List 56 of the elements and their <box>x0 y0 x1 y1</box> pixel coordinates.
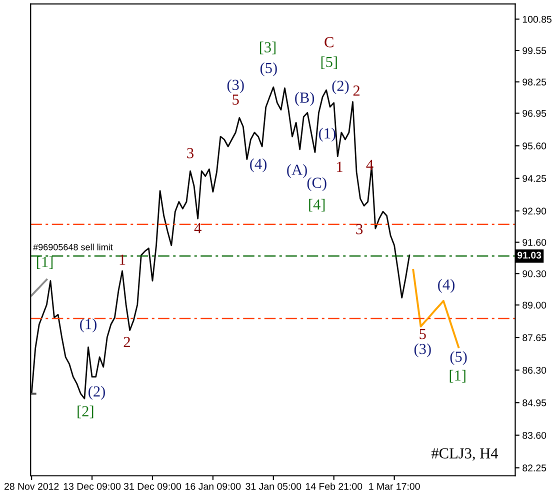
line-series <box>30 278 48 297</box>
x-tick-label: 13 Dec 09:00 <box>64 482 121 490</box>
y-tick-label: 82.25 <box>522 464 546 472</box>
y-tick-label: 87.65 <box>522 334 546 342</box>
annotation: [4] <box>309 198 325 212</box>
annotation: 3 <box>356 224 363 234</box>
y-tick-label: 86.30 <box>522 366 546 374</box>
y-tick-label: 92.90 <box>522 208 546 215</box>
annotation: 5 <box>232 94 239 105</box>
annotation: 3 <box>187 148 194 158</box>
annotation: [1] <box>37 256 53 269</box>
annotation: 4 <box>366 160 374 170</box>
y-tick-label: 84.95 <box>522 399 546 406</box>
annotation: [1] <box>450 370 466 383</box>
y-tick-label: 99.55 <box>522 47 546 54</box>
annotation: [3] <box>260 42 276 54</box>
y-tick-label: 89.00 <box>522 302 546 309</box>
annotation: (2) <box>332 80 349 94</box>
annotation: 5 <box>420 329 426 340</box>
y-tick-label: 83.60 <box>522 432 546 439</box>
y-tick-label: 98.25 <box>522 78 546 86</box>
y-tick-label: 91.60 <box>522 238 546 246</box>
annotation: [5] <box>321 56 337 69</box>
annotation: (4) <box>438 278 455 293</box>
annotation: 1 <box>120 254 126 265</box>
annotation: (B) <box>295 92 314 106</box>
y-tick-label: 100.85 <box>522 16 552 23</box>
y-tick-label: 96.95 <box>522 110 546 117</box>
annotation: (5) <box>260 62 277 76</box>
annotation: C <box>324 37 334 48</box>
annotation: 2 <box>124 336 130 347</box>
annotation: (1) <box>80 318 96 332</box>
annotation: (4) <box>250 158 267 172</box>
x-tick-label: 1 Mar 17:00 <box>369 482 420 490</box>
ref-line-label: 91.03 <box>518 252 542 259</box>
y-tick-label: 95.60 <box>522 142 546 150</box>
x-tick-label: 16 Jan 09:00 <box>186 482 241 490</box>
annotation: #CLJ3, H4 <box>431 448 498 461</box>
x-tick-label: 28 Nov 2012 <box>4 482 59 490</box>
annotation: 4 <box>194 223 202 234</box>
annotation: (2) <box>88 386 105 400</box>
annotation: #96905648 sell limit <box>33 244 113 250</box>
y-tick-label: 94.25 <box>522 175 546 182</box>
annotation: (3) <box>414 343 431 358</box>
annotation: 1 <box>337 162 342 172</box>
annotation: (1) <box>319 128 336 142</box>
annotation: (5) <box>450 351 467 365</box>
x-tick-label: 31 Jan 05:00 <box>246 482 302 490</box>
annotation: [2] <box>78 406 94 418</box>
annotation: (C) <box>307 177 326 192</box>
annotation: (A) <box>287 164 307 178</box>
annotation: 2 <box>353 86 360 96</box>
x-tick-label: 14 Feb 21:00 <box>306 482 362 490</box>
y-tick-label: 90.30 <box>522 270 546 278</box>
annotation: (3) <box>227 79 244 94</box>
x-tick-label: 31 Dec 09:00 <box>124 482 182 490</box>
